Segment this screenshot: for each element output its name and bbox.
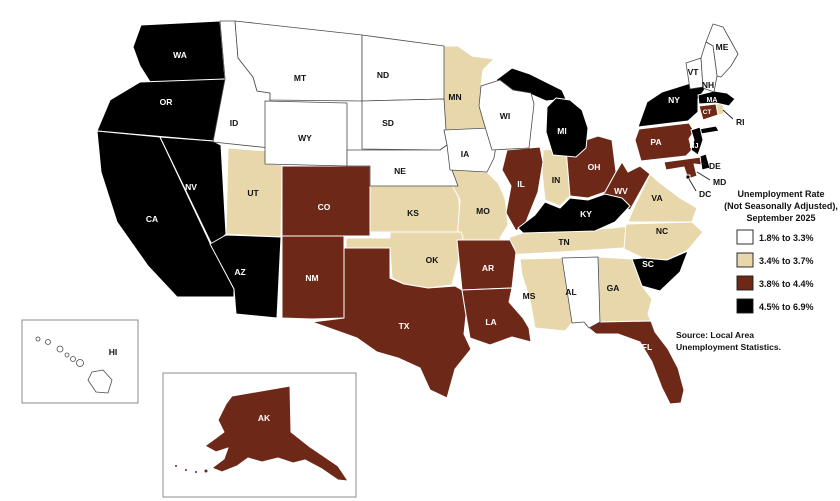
de-callout-line	[700, 161, 707, 166]
state-ak	[204, 385, 349, 482]
state-tx	[311, 247, 472, 399]
state-in	[541, 147, 571, 207]
source-line2: Unemployment Statistics.	[676, 342, 781, 352]
legend-swatch-lowest	[736, 229, 754, 245]
state-de	[699, 153, 711, 171]
legend: Unemployment Rate (Not Seasonally Adjust…	[724, 189, 838, 314]
state-ne	[346, 144, 459, 187]
state-la	[461, 287, 532, 346]
dc-callout-line	[688, 178, 697, 192]
state-co	[281, 165, 371, 237]
state-ar	[456, 239, 517, 291]
state-ks	[369, 185, 462, 233]
state-wa	[132, 20, 226, 86]
legend-label-high: 3.8% to 4.4%	[759, 279, 814, 289]
state-label-dc: DC	[699, 189, 711, 199]
state-shapes-colored	[96, 20, 736, 482]
legend-label-low: 3.4% to 3.7%	[759, 256, 814, 266]
state-nv	[159, 136, 227, 248]
state-ny-long-island	[698, 125, 720, 135]
legend-swatch-highest	[736, 298, 754, 314]
state-pa	[634, 122, 695, 162]
state-ct	[698, 103, 719, 121]
legend-title-line3: September 2025	[746, 213, 815, 223]
state-sc	[631, 250, 689, 292]
state-md	[663, 156, 704, 180]
callout-lines	[688, 109, 734, 192]
state-hi	[87, 369, 113, 394]
state-fl	[583, 320, 685, 405]
state-nh	[700, 41, 718, 93]
state-al	[561, 256, 601, 329]
source-line1: Source: Local Area	[676, 330, 754, 340]
state-sd	[361, 98, 448, 151]
state-nm	[281, 235, 345, 320]
legend-label-highest: 4.5% to 6.9%	[759, 302, 814, 312]
state-ky	[517, 193, 631, 234]
state-mi	[545, 97, 589, 158]
state-nj	[690, 126, 704, 156]
state-or	[96, 78, 230, 142]
source-note: Source: Local Area Unemployment Statisti…	[676, 330, 781, 352]
state-mo	[449, 169, 509, 248]
state-az	[209, 234, 282, 319]
legend-title-line1: Unemployment Rate	[737, 189, 824, 199]
state-nc	[623, 221, 704, 261]
legend-label-lowest: 1.8% to 3.3%	[759, 233, 814, 243]
state-label-ri: RI	[736, 117, 745, 127]
state-ma	[697, 90, 736, 107]
legend-swatch-high	[736, 275, 754, 291]
state-nd	[361, 34, 445, 102]
state-wi	[478, 79, 535, 151]
state-label-de: DE	[709, 161, 721, 171]
hawaii-islands	[35, 336, 113, 394]
ri-callout-line	[722, 109, 734, 120]
md-callout-line	[696, 171, 711, 181]
alaska-aleutian-islands	[174, 464, 209, 474]
state-label-md: MD	[713, 177, 726, 187]
state-shapes-light	[35, 20, 739, 394]
state-dc	[685, 174, 691, 180]
legend-title-line2: (Not Seasonally Adjusted),	[724, 201, 838, 211]
legend-swatch-low	[736, 252, 754, 268]
state-wy	[264, 100, 348, 167]
